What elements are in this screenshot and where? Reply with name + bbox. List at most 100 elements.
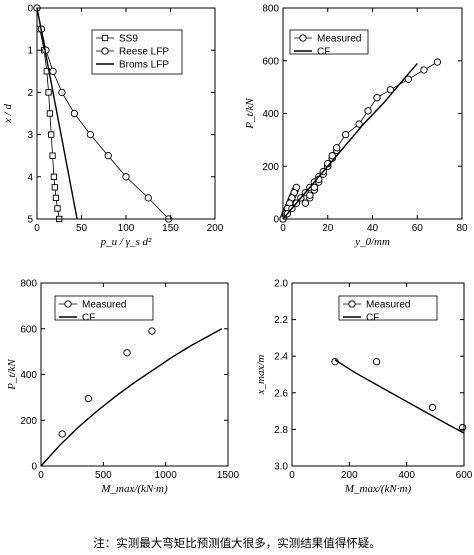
y-tick-label: 0 <box>273 215 279 226</box>
data-point <box>328 152 336 160</box>
data-point <box>333 144 341 152</box>
data-point <box>404 75 412 83</box>
series-line <box>40 328 223 467</box>
legend-label: SS9 <box>119 34 138 45</box>
data-point <box>104 152 112 160</box>
x-tick-label: 40 <box>367 223 379 234</box>
data-point <box>48 131 55 138</box>
legend-marker <box>299 34 307 42</box>
y-tick-label: 200 <box>262 162 279 173</box>
series-cf <box>334 359 465 434</box>
y-tick-label: 2.8 <box>274 425 288 436</box>
data-point <box>386 86 395 94</box>
legend: Measured CF <box>338 295 438 324</box>
data-point <box>420 66 428 74</box>
x-tick-label: 600 <box>456 470 473 481</box>
legend-marker <box>64 300 72 308</box>
y-axis-label: P_t/kN <box>6 359 18 391</box>
x-tick-label: 0 <box>280 223 286 234</box>
y-tick-label: 2.6 <box>274 388 288 399</box>
y-tick-label: 3 <box>27 130 33 141</box>
x-tick-label: 150 <box>162 223 179 234</box>
y-tick-label: 800 <box>20 279 37 290</box>
data-point <box>341 130 350 139</box>
y-axis-label: x / d <box>2 104 14 124</box>
data-point <box>144 194 152 202</box>
legend-marker <box>101 47 109 55</box>
y-tick-label: 0 <box>27 4 33 15</box>
data-point <box>433 58 442 66</box>
x-axis-label: M_max/(kN·m) <box>100 483 168 495</box>
x-tick-label: 0 <box>34 223 40 234</box>
data-point <box>364 107 372 115</box>
chart-d: 0 200 400 600 2.0 2.2 2.4 2.6 2.8 3.0 M_max/(kN·m)… <box>255 279 473 496</box>
y-tick-label: 2 <box>27 88 33 99</box>
series-line <box>36 7 78 220</box>
series-broms-lfp <box>36 7 78 220</box>
data-point <box>49 67 57 75</box>
legend: SS9 Reese LFP Broms LFP <box>91 29 183 75</box>
series-cf <box>40 328 223 467</box>
y-tick-label: 600 <box>20 324 37 335</box>
data-point <box>355 120 363 128</box>
x-tick-label: 500 <box>95 470 112 481</box>
legend-label: CF <box>82 313 95 324</box>
figure-note: 注：实测最大弯矩比预测值大很多，实测结果值得怀疑。 <box>93 536 381 550</box>
x-tick-label: 1000 <box>155 470 178 481</box>
legend-label: CF <box>366 313 379 324</box>
data-point <box>51 184 58 191</box>
data-point <box>58 430 66 438</box>
data-point <box>45 89 52 96</box>
series-measured <box>331 358 467 432</box>
x-tick-label: 200 <box>207 223 224 234</box>
data-point <box>52 194 60 202</box>
data-point <box>70 109 79 118</box>
data-point <box>310 183 318 192</box>
legend: Measured CF <box>289 29 369 58</box>
series-measured <box>58 327 156 438</box>
x-tick-label: 80 <box>456 223 468 234</box>
series-line <box>282 62 418 220</box>
chart-c: 0 500 1000 1500 0 200 400 600 800 M_max/(kN·m) P_t… <box>6 279 240 496</box>
data-point <box>123 349 131 357</box>
series-cf <box>282 62 418 220</box>
y-tick-label: 2.2 <box>274 315 288 326</box>
series-measured <box>279 58 442 223</box>
x-tick-label: 20 <box>322 223 334 234</box>
legend-label: Reese LFP <box>119 47 169 58</box>
y-tick-label: 400 <box>20 370 37 381</box>
x-tick-label: 1500 <box>217 470 240 481</box>
x-tick-label: 400 <box>398 470 415 481</box>
x-tick-label: 100 <box>118 223 135 234</box>
x-axis-label: p_u / γ_s d² <box>100 236 152 248</box>
y-axis-label: x_max/m <box>255 355 267 396</box>
data-point <box>86 130 95 139</box>
legend-label: Measured <box>366 300 410 311</box>
y-tick-label: 400 <box>262 109 279 120</box>
legend-label: Measured <box>82 300 126 311</box>
y-tick-label: 200 <box>20 416 37 427</box>
y-tick-label: 4 <box>27 172 33 183</box>
legend-box <box>338 295 438 321</box>
legend-marker <box>348 300 356 308</box>
y-tick-label: 0 <box>31 462 37 473</box>
y-tick-label: 2.0 <box>274 279 288 290</box>
x-tick-label: 0 <box>289 470 295 481</box>
legend-label: CF <box>317 47 330 58</box>
legend: Measured CF <box>54 295 154 324</box>
data-point <box>122 173 130 181</box>
data-point <box>373 94 381 102</box>
legend-box <box>54 295 154 321</box>
data-point <box>301 199 310 207</box>
data-point <box>58 88 66 97</box>
x-tick-label: 60 <box>412 223 424 234</box>
data-point <box>46 110 54 117</box>
data-point <box>84 394 93 403</box>
y-tick-label: 800 <box>262 4 279 15</box>
x-axis-label: y_0/mm <box>354 236 390 248</box>
x-axis-label: M_max/(kN·m) <box>344 483 412 495</box>
series-line <box>334 359 465 434</box>
x-tick-label: 50 <box>76 223 88 234</box>
plot-frame <box>291 282 465 467</box>
